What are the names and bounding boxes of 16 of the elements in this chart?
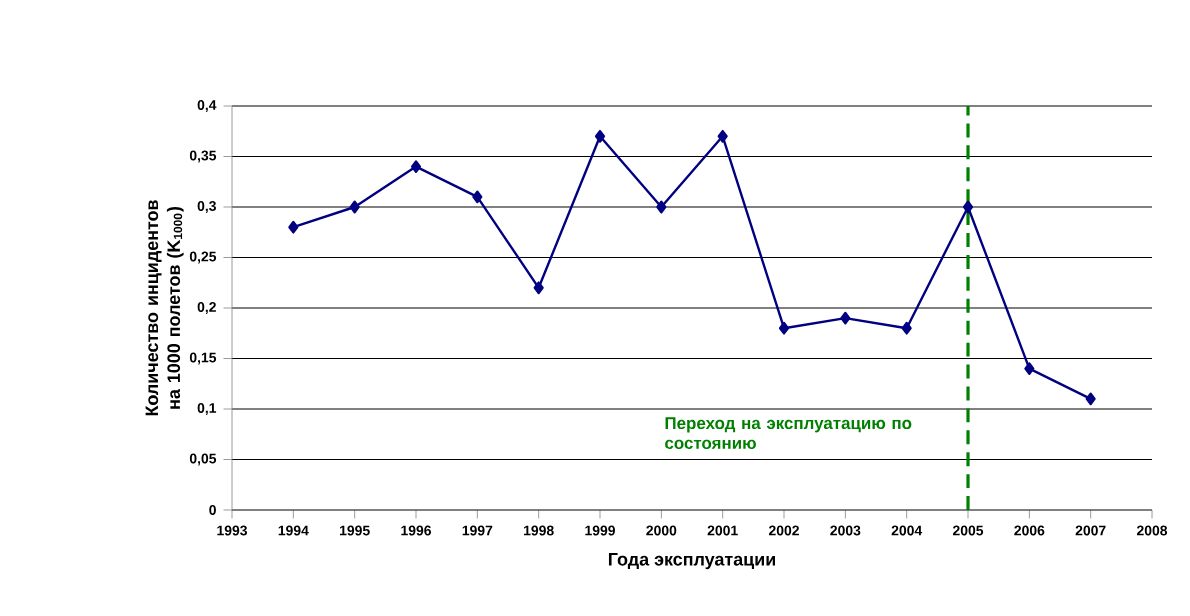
point bbox=[656, 200, 667, 214]
point bbox=[472, 190, 483, 204]
point bbox=[288, 220, 299, 234]
point bbox=[349, 200, 360, 214]
point bbox=[410, 160, 422, 173]
ref-line-label: Переход на эксплуатацию по состоянию bbox=[665, 417, 912, 450]
point bbox=[778, 321, 790, 335]
point bbox=[840, 311, 851, 325]
point bbox=[901, 321, 912, 335]
point bbox=[1024, 362, 1035, 375]
point bbox=[533, 281, 544, 295]
point bbox=[594, 129, 606, 143]
point bbox=[1085, 392, 1096, 406]
point bbox=[962, 200, 974, 214]
point bbox=[717, 129, 728, 143]
x-axis-title: Года эксплуатации bbox=[608, 553, 775, 570]
